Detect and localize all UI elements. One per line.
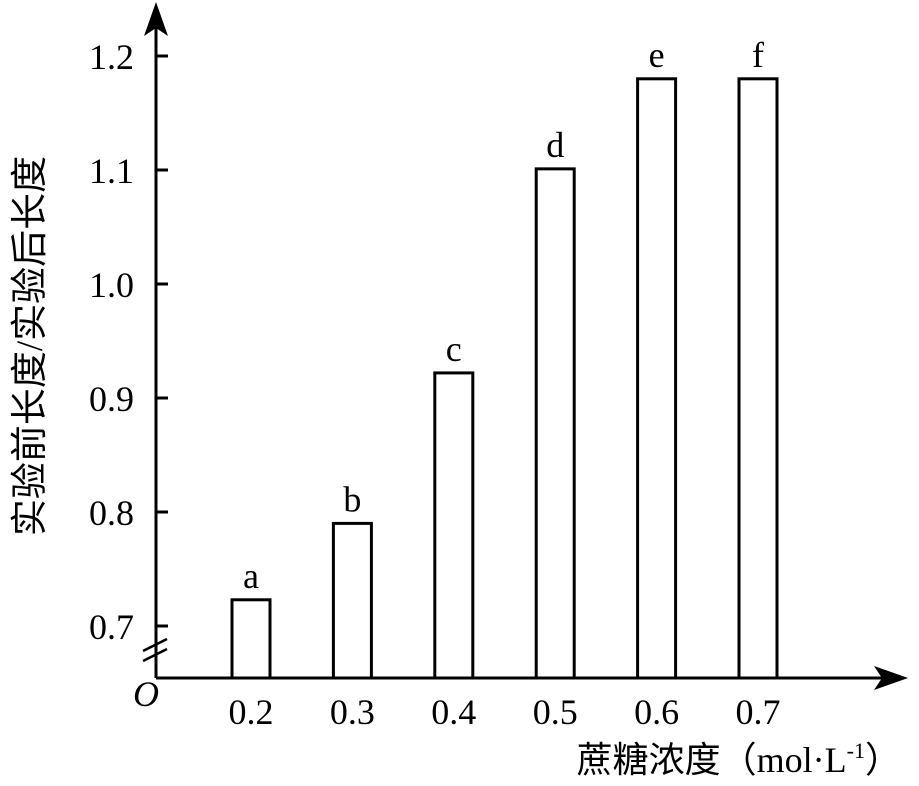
bar-label-c: c: [446, 329, 462, 369]
y-tick-label: 0.8: [89, 493, 134, 533]
y-tick-label: 1.2: [89, 37, 134, 77]
bar-label-e: e: [649, 35, 665, 75]
x-axis-label-main: 蔗糖浓度（mol·L: [577, 740, 847, 780]
y-tick-label: 1.1: [89, 151, 134, 191]
bar-f: [737, 77, 779, 680]
x-axis-label-superscript: -1: [847, 738, 865, 763]
x-tick-labels: 0.2 0.3 0.4 0.5 0.6 0.7: [229, 692, 781, 732]
x-tick-label: 0.7: [736, 692, 781, 732]
y-axis-label: 实验前长度/实验后长度: [9, 156, 51, 536]
y-ticks: 0.7 0.8 0.9 1.0 1.1 1.2: [89, 37, 168, 647]
bar-b: [331, 521, 373, 680]
x-axis-label-close: ）: [865, 740, 901, 780]
y-tick-label: 0.7: [89, 607, 134, 647]
x-axis-label: 蔗糖浓度（mol·L-1）: [577, 738, 901, 780]
x-tick-label: 0.4: [431, 692, 476, 732]
x-tick-label: 0.6: [634, 692, 679, 732]
bar-e: [636, 77, 678, 680]
bar-d: [534, 167, 576, 680]
bar-c: [433, 371, 475, 680]
y-tick-label: 1.0: [89, 265, 134, 305]
x-axis-arrow: [874, 666, 908, 690]
bars: a b c d e f: [230, 35, 779, 680]
x-tick-label: 0.5: [533, 692, 578, 732]
axis-break-mark: [142, 637, 168, 663]
x-tick-label: 0.2: [229, 692, 274, 732]
bar-label-a: a: [243, 556, 259, 596]
x-tick-label: 0.3: [330, 692, 375, 732]
bar-label-b: b: [343, 479, 361, 519]
bar-label-f: f: [752, 35, 764, 75]
y-axis-arrow: [144, 2, 168, 36]
y-tick-label: 0.9: [89, 379, 134, 419]
origin-label: O: [133, 674, 159, 714]
bar-label-d: d: [546, 125, 564, 165]
bar-a: [230, 598, 272, 680]
